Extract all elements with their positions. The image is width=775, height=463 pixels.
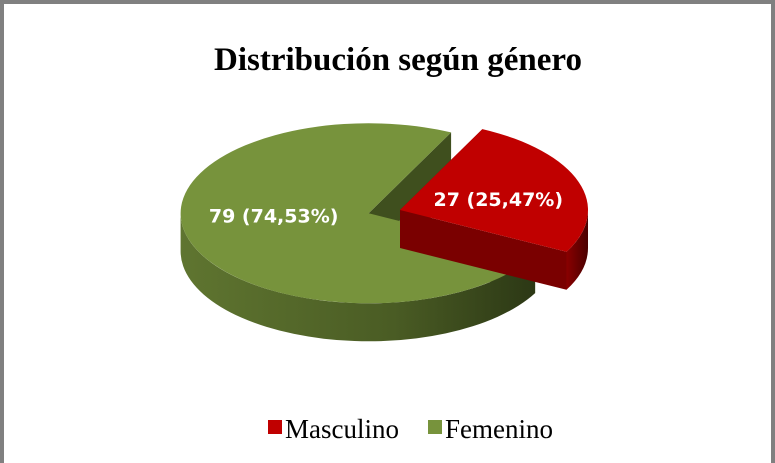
pie — [180, 123, 589, 342]
data-labels: 27 (25,47%) 79 (74,53%) — [209, 189, 563, 228]
slice-face — [400, 210, 567, 290]
legend-label: Masculino — [285, 414, 399, 444]
data-label: 79 (74,53%) — [209, 205, 339, 227]
chart-title: Distribución según género — [214, 42, 582, 78]
legend-swatch — [268, 420, 282, 434]
legend: Masculino Femenino — [268, 414, 553, 444]
slice-side — [180, 213, 536, 342]
data-label: 27 (25,47%) — [433, 189, 563, 211]
legend-label: Femenino — [445, 414, 553, 444]
slice-side — [566, 210, 588, 290]
slice — [400, 129, 589, 252]
legend-swatch — [428, 420, 442, 434]
